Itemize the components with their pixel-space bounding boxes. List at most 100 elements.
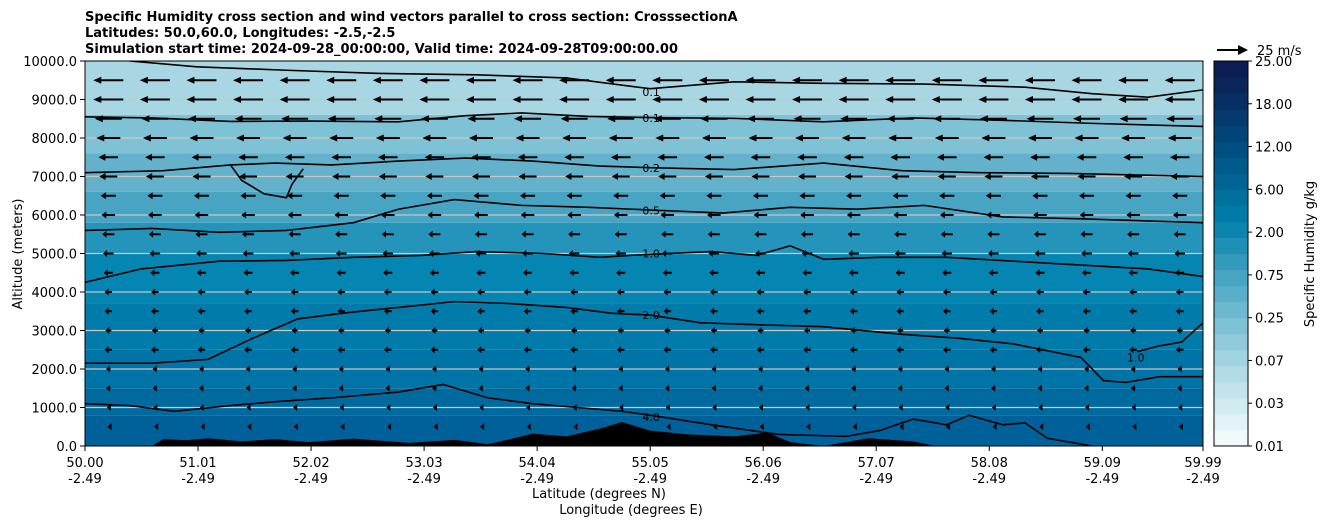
wind-vector-head bbox=[150, 269, 155, 277]
title-line-2: Latitudes: 50.0,60.0, Longitudes: -2.5,-… bbox=[85, 26, 395, 41]
wind-vector-head bbox=[96, 134, 105, 142]
wind-vector-head bbox=[1131, 404, 1136, 411]
wind-vector-head bbox=[186, 96, 195, 103]
wind-vector-head bbox=[1167, 134, 1176, 142]
wind-vector-head bbox=[194, 211, 200, 219]
colorbar-tick-label: 12.00 bbox=[1255, 141, 1292, 156]
colorbar-tick-label: 18.00 bbox=[1255, 98, 1292, 113]
colorbar-segment bbox=[1214, 365, 1248, 383]
wind-vector bbox=[890, 153, 910, 161]
wind-vector bbox=[514, 115, 542, 123]
wind-vector bbox=[478, 365, 484, 373]
wind-vector bbox=[566, 192, 582, 200]
wind-vector bbox=[613, 192, 629, 200]
colorbar-tick-label: 0.75 bbox=[1255, 269, 1284, 284]
wind-vector bbox=[898, 404, 903, 411]
wind-vector-head bbox=[710, 327, 715, 334]
wind-vector bbox=[617, 327, 624, 334]
y-tick-label: 4000.0 bbox=[32, 286, 78, 301]
wind-vector-head bbox=[1177, 384, 1182, 392]
wind-vector bbox=[888, 134, 913, 142]
wind-vector bbox=[422, 134, 447, 142]
wind-vector bbox=[885, 76, 916, 84]
wind-vector bbox=[983, 153, 1004, 161]
colorbar-segment bbox=[1214, 397, 1248, 415]
wind-vector-head bbox=[1123, 153, 1131, 161]
wind-vector bbox=[605, 96, 636, 103]
wind-vector-head bbox=[478, 384, 483, 392]
wind-vector-head bbox=[1024, 96, 1033, 103]
wind-vector-head bbox=[1118, 96, 1127, 103]
wind-vector bbox=[666, 423, 671, 431]
wind-vector-head bbox=[1125, 192, 1131, 200]
wind-vector bbox=[1077, 173, 1096, 180]
wind-vector-head bbox=[846, 192, 852, 200]
wind-vector bbox=[1129, 288, 1137, 296]
wind-vector bbox=[985, 192, 1001, 200]
wind-vector bbox=[141, 115, 169, 123]
wind-vector-head bbox=[474, 230, 480, 238]
contour-line-0 bbox=[129, 61, 1203, 98]
wind-vector bbox=[432, 384, 437, 392]
wind-vector bbox=[662, 250, 673, 257]
wind-vector-head bbox=[522, 250, 527, 257]
wind-vector bbox=[758, 365, 763, 373]
wind-vector bbox=[289, 250, 300, 257]
x-tick-label-lon: -2.49 bbox=[972, 472, 1006, 487]
wind-vector bbox=[1035, 269, 1045, 277]
wind-vector-head bbox=[653, 115, 662, 123]
wind-vector bbox=[849, 307, 858, 315]
wind-vector bbox=[979, 115, 1007, 123]
wind-vector-head bbox=[1082, 307, 1087, 315]
wind-vector-head bbox=[984, 173, 991, 180]
wind-vector-head bbox=[988, 269, 993, 277]
wind-vector bbox=[663, 346, 672, 354]
wind-vector-head bbox=[104, 307, 109, 315]
wind-vector bbox=[473, 192, 489, 200]
wind-vector-head bbox=[618, 365, 623, 373]
wind-vector bbox=[848, 250, 859, 257]
wind-vector bbox=[381, 230, 394, 238]
wind-vector-head bbox=[852, 423, 857, 431]
wind-vector-head bbox=[329, 134, 338, 142]
wind-vector bbox=[896, 288, 904, 296]
wind-vector bbox=[142, 134, 167, 142]
x-tick-label-lon: -2.49 bbox=[407, 472, 441, 487]
wind-vector bbox=[841, 134, 866, 142]
wind-vector-head bbox=[931, 76, 940, 84]
wind-vector bbox=[708, 250, 720, 257]
wind-vector bbox=[1085, 423, 1090, 431]
wind-vector-head bbox=[93, 76, 102, 84]
wind-vector bbox=[989, 307, 998, 315]
wind-vector bbox=[1123, 153, 1143, 161]
contour-line-8 bbox=[85, 383, 1093, 446]
wind-vector bbox=[804, 365, 810, 373]
wind-vector bbox=[186, 76, 217, 84]
wind-vector bbox=[189, 134, 214, 142]
wind-vector-head bbox=[1036, 288, 1041, 296]
wind-vector bbox=[800, 211, 814, 219]
wind-vector bbox=[851, 365, 856, 373]
contour-label-7: 1.0 bbox=[1127, 351, 1145, 364]
contour-line-6 bbox=[85, 300, 1203, 384]
wind-vector-head bbox=[282, 134, 291, 142]
wind-vector-head bbox=[148, 211, 153, 219]
wind-vector-head bbox=[1118, 76, 1127, 84]
wind-vector-head bbox=[1071, 96, 1080, 103]
colorbar-segment bbox=[1214, 141, 1248, 158]
wind-vector bbox=[804, 384, 810, 392]
wind-vector bbox=[616, 307, 625, 315]
wind-vector bbox=[1030, 173, 1049, 180]
wind-vector bbox=[709, 269, 719, 277]
wind-vector bbox=[665, 384, 670, 392]
wind-vector bbox=[1127, 250, 1139, 257]
wind-vector bbox=[93, 76, 124, 84]
wind-vector-head bbox=[326, 76, 335, 84]
wind-vector bbox=[425, 173, 444, 180]
wind-vector bbox=[372, 96, 403, 103]
wind-vector-head bbox=[473, 192, 479, 200]
wind-vector-head bbox=[934, 134, 943, 142]
wind-vector bbox=[1071, 96, 1102, 103]
wind-vector-head bbox=[991, 404, 996, 411]
wind-vector bbox=[291, 327, 298, 334]
